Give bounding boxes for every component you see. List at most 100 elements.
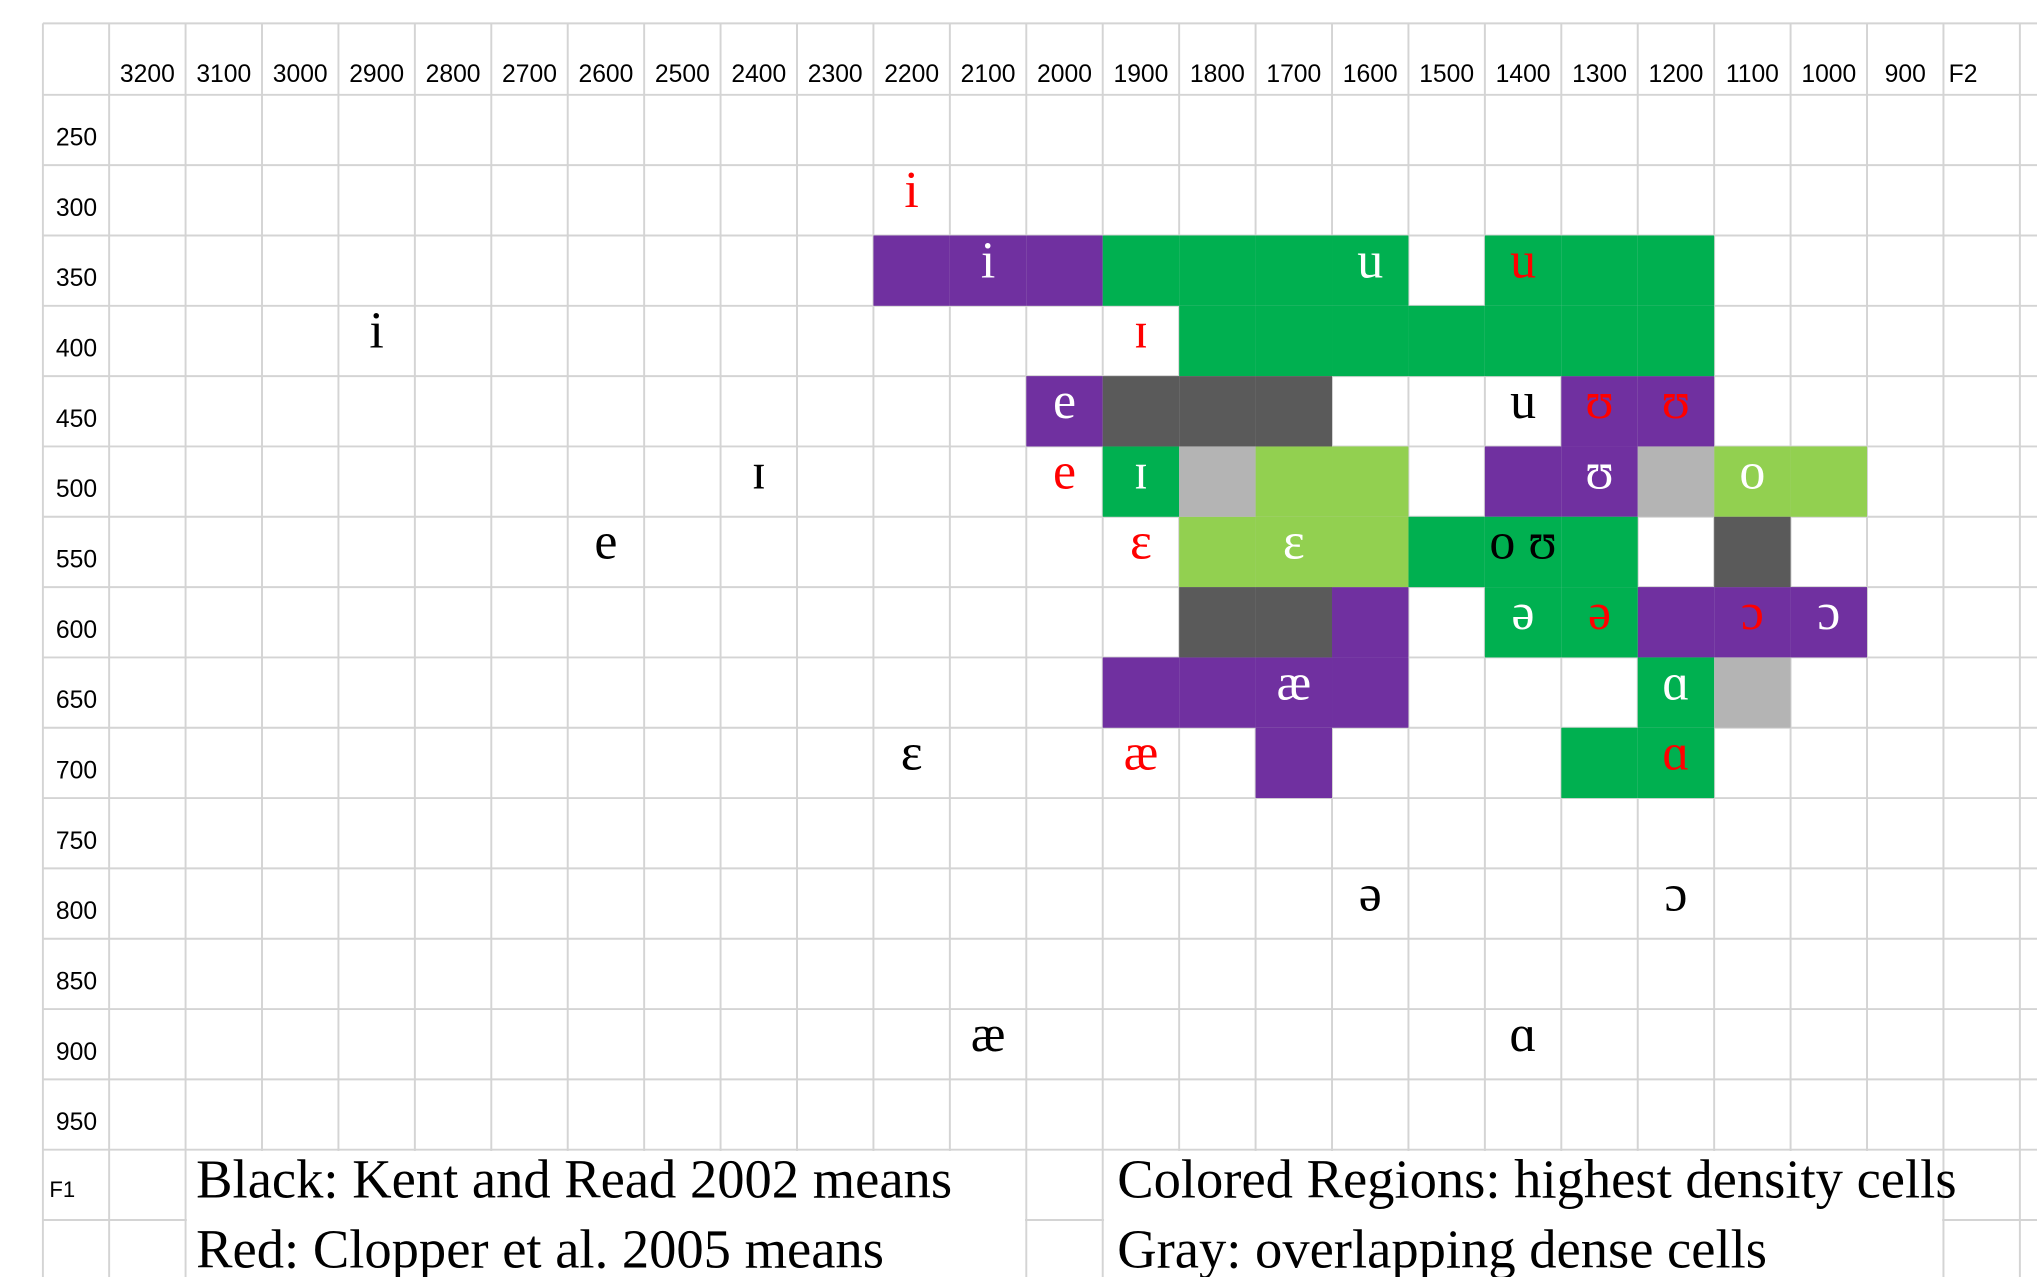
f1-tick-label: 650 (56, 687, 97, 714)
vowel-symbol: ɛ (901, 725, 923, 782)
density-cell (1484, 587, 1562, 658)
vowel-symbol: ɪ (1134, 303, 1148, 360)
density-cell (1484, 235, 1562, 306)
density-cell (873, 235, 950, 306)
f2-tick-label: 2900 (349, 61, 404, 88)
vowel-symbol: ɛ (1130, 514, 1152, 571)
vowel-symbol: e (594, 514, 617, 571)
f2-tick-label: 2400 (731, 61, 786, 88)
density-cell (1637, 727, 1715, 799)
density-cell (1102, 235, 1180, 306)
f2-tick-label: 1600 (1343, 61, 1398, 88)
f1-tick-label: 400 (56, 336, 97, 363)
density-cell (1637, 657, 1715, 728)
f2-tick-label: 2000 (1037, 61, 1092, 88)
density-cell (1714, 587, 1791, 658)
f1-tick-label: 500 (56, 476, 97, 503)
density-cell (1408, 305, 1485, 377)
density-cell (1255, 587, 1333, 658)
vowel-symbol: ɑ (1662, 654, 1689, 711)
density-cell (1026, 376, 1103, 447)
density-cell (1637, 587, 1715, 658)
f2-tick-label: 1900 (1113, 61, 1168, 88)
f2-tick-label: 1200 (1648, 61, 1703, 88)
vowel-symbol: ɔ (1664, 865, 1687, 922)
density-cell (1332, 305, 1409, 377)
density-cell (1255, 727, 1333, 799)
f2-tick-label: 1300 (1572, 61, 1627, 88)
f2-tick-label: 2500 (655, 61, 710, 88)
f2-tick-label: 1800 (1190, 61, 1245, 88)
legend-text: Colored Regions: highest density cells (1117, 1148, 1956, 1209)
density-cell (1179, 305, 1256, 377)
f2-tick-label: 1500 (1419, 61, 1474, 88)
density-cell (1102, 446, 1180, 517)
density-cell (1714, 657, 1791, 728)
vowel-symbol: o ʊ (1489, 514, 1556, 571)
density-cell (1332, 516, 1409, 588)
vowel-symbol: ɪ (1134, 443, 1148, 500)
legend-cell (1104, 1150, 1943, 1277)
vowel-symbol: u (1357, 232, 1383, 289)
vowel-symbol: æ (1276, 654, 1311, 711)
density-cell (1102, 657, 1180, 728)
f1-tick-label: 250 (56, 125, 97, 152)
f1-tick-label: 950 (56, 1109, 97, 1136)
f1-tick-label: 850 (56, 968, 97, 995)
f2-tick-label: 2100 (961, 61, 1016, 88)
density-cell (1255, 376, 1333, 447)
f2-tick-label: 2800 (426, 61, 481, 88)
density-cell (1790, 587, 1868, 658)
f1-tick-label: 800 (56, 898, 97, 925)
density-cell (1561, 446, 1638, 517)
vowel-symbol: ʊ (1662, 373, 1691, 430)
f2-tick-label: 2300 (808, 61, 863, 88)
vowel-symbol: ʊ (1585, 443, 1614, 500)
density-cell (1332, 235, 1409, 306)
density-cell (1332, 446, 1409, 517)
f1-tick-label: 300 (56, 195, 97, 222)
density-cell (1637, 446, 1715, 517)
vowel-symbol: ə (1359, 865, 1382, 922)
vowel-symbol: æ (971, 1006, 1006, 1063)
density-cell (1637, 235, 1715, 306)
density-cell (1255, 446, 1333, 517)
f1-tick-label: 550 (56, 547, 97, 574)
f2-tick-label: 2600 (578, 61, 633, 88)
f1-tick-label: 750 (56, 828, 97, 855)
density-cell (1714, 516, 1791, 588)
vowel-symbol: i (904, 162, 918, 219)
vowel-symbol: ʊ (1585, 373, 1614, 430)
density-cell (1255, 657, 1333, 728)
f2-tick-label: 3100 (196, 61, 251, 88)
vowel-symbol: ɔ (1817, 584, 1840, 641)
vowel-symbol: æ (1124, 725, 1159, 782)
density-cell (1408, 516, 1485, 588)
density-cell (1102, 376, 1180, 447)
f1-tick-label: 700 (56, 758, 97, 785)
density-cell (1561, 305, 1638, 377)
f2-tick-label: 2200 (884, 61, 939, 88)
legend-text: Red: Clopper et al. 2005 means (196, 1218, 884, 1277)
vowel-symbol: ɔ (1741, 584, 1764, 641)
vowel-symbol: i (369, 303, 383, 360)
f2-tick-label: 1400 (1496, 61, 1551, 88)
density-cell (1179, 235, 1256, 306)
density-cell (1561, 587, 1638, 658)
density-cell (1637, 376, 1715, 447)
density-cell (1179, 657, 1256, 728)
density-cell (949, 235, 1027, 306)
f2-tick-label: 1000 (1801, 61, 1856, 88)
f2-tick-label: 3200 (120, 61, 175, 88)
vowel-symbol: ɑ (1662, 725, 1689, 782)
vowel-symbol: ə (1512, 584, 1535, 641)
density-cell (1179, 446, 1256, 517)
density-cell (1790, 446, 1868, 517)
vowel-symbol: ə (1588, 584, 1611, 641)
density-cell (1255, 305, 1333, 377)
vowel-symbol: u (1510, 373, 1536, 430)
density-cell (1179, 587, 1256, 658)
density-cell (1637, 305, 1715, 377)
